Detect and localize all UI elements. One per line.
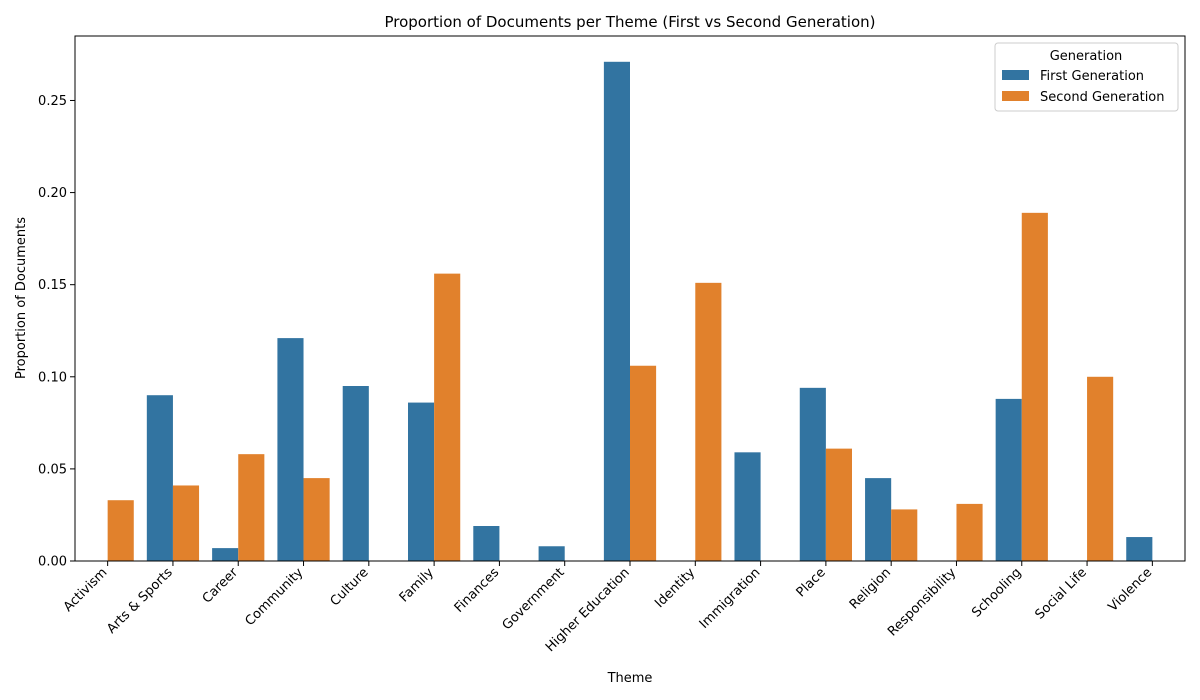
bar-second-8 (630, 365, 657, 561)
x-tick-label-3: Community (243, 565, 307, 629)
bar-first-11 (799, 387, 826, 561)
x-tick-label-16: Violence (1106, 565, 1156, 615)
x-axis-label: Theme (607, 671, 653, 686)
bars-layer (107, 61, 1153, 561)
y-tick-label-0: 0.00 (38, 555, 67, 570)
plot-frame (74, 35, 1186, 562)
y-tick-label-5: 0.25 (38, 94, 67, 109)
x-tick-label-6: Finances (452, 565, 503, 616)
legend: Generation First Generation Second Gener… (994, 42, 1179, 112)
x-tick-label-9: Identity (652, 565, 698, 611)
bar-second-2 (238, 454, 265, 561)
bar-second-14 (1021, 212, 1048, 561)
bar-first-14 (995, 398, 1022, 561)
x-tick-label-7: Government (500, 565, 568, 633)
bar-second-15 (1087, 376, 1114, 561)
legend-label-first: First Generation (1040, 69, 1144, 84)
y-axis-label: Proportion of Documents (14, 217, 29, 379)
y-tick-label-1: 0.05 (38, 462, 67, 477)
bar-first-1 (146, 395, 173, 561)
y-tick-label-4: 0.20 (38, 186, 67, 201)
bar-second-13 (956, 503, 983, 561)
bar-second-5 (434, 273, 461, 561)
legend-label-second: Second Generation (1040, 90, 1165, 105)
bar-first-3 (277, 338, 304, 561)
bar-second-11 (825, 448, 852, 561)
x-tick-label-13: Responsibility (885, 565, 959, 639)
x-tick-label-11: Place (794, 565, 829, 600)
legend-title: Generation (1050, 49, 1123, 64)
bar-first-2 (212, 548, 239, 561)
x-tick-label-2: Career (200, 565, 242, 607)
x-tick-label-10: Immigration (697, 565, 764, 632)
y-tick-label-3: 0.15 (38, 278, 67, 293)
x-tick-label-12: Religion (847, 565, 894, 612)
chart-title: Proportion of Documents per Theme (First… (384, 13, 875, 31)
bar-first-12 (865, 478, 892, 561)
y-tick-label-2: 0.10 (38, 370, 67, 385)
bar-first-8 (603, 61, 630, 561)
legend-box (994, 42, 1179, 112)
x-tick-label-1: Arts & Sports (104, 565, 176, 637)
legend-swatch-second (1002, 91, 1029, 101)
bar-first-4 (342, 386, 369, 561)
bar-second-1 (172, 485, 200, 561)
bar-second-0 (107, 500, 134, 561)
bar-first-10 (734, 452, 761, 561)
x-tick-label-5: Family (397, 565, 437, 605)
bar-second-12 (891, 509, 918, 561)
y-axis: 0.00 0.05 0.10 0.15 0.20 0.25 (38, 94, 75, 570)
bar-first-6 (473, 526, 500, 561)
bar-first-16 (1126, 537, 1153, 561)
x-tick-label-14: Schooling (969, 565, 1024, 620)
x-tick-label-15: Social Life (1033, 565, 1090, 622)
x-tick-label-4: Culture (328, 565, 372, 609)
bar-first-5 (408, 402, 435, 561)
bar-second-3 (303, 478, 330, 561)
bar-second-9 (695, 282, 722, 561)
bar-first-7 (538, 546, 565, 561)
x-tick-label-0: Activism (61, 565, 111, 615)
legend-swatch-first (1002, 70, 1029, 80)
